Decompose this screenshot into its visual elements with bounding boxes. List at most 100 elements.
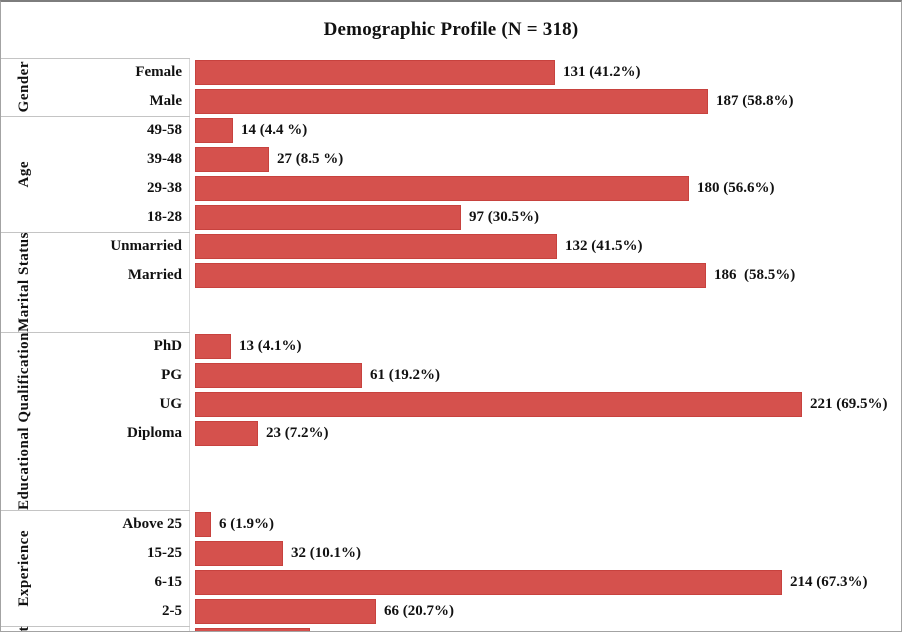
bars-zone: 13 (4.1%) 61 (19.2%) 221 (69.5%) 23 (7.2%) [190,332,901,510]
group-divider-line [1,331,190,333]
group-divider-line [1,509,190,511]
bar-row: 27 (8.5 %) [195,145,901,174]
label-zone: Educational Qualification PhD PG UG Diploma [1,331,190,510]
group-divider-line [1,232,190,233]
label-zone: Marital Status Unmarried Married [1,232,190,332]
bar-married [195,263,706,288]
value-label: 187 (58.8%) [716,93,794,109]
bar-row: 66 (20.7%) [195,597,901,626]
value-label: 27 (8.5 %) [277,151,344,167]
category-label: Male [149,93,182,109]
category-labels: 49-58 39-48 29-38 18-28 [47,116,189,232]
value-label: 214 (67.3%) [790,573,868,590]
bar-above-25 [195,511,211,537]
category-label: 18-28 [147,209,182,225]
label-zone: Age 49-58 39-48 29-38 18-28 [1,116,190,232]
bar-both [195,627,310,631]
category-labels: Female Male [47,58,189,116]
value-label: 66 (20.7%) [384,602,454,619]
bar-ug [195,391,802,417]
group-divider-line [1,116,190,117]
bar-row: 61 (19.2%) [195,361,901,390]
group-label-cell: Experience [1,510,47,626]
group-label-cell: Educational Qualification [1,332,47,510]
bar-row: 186 (58.5%) [195,261,901,290]
chart-group-gender: Gender Female Male 131 (41.2%) 187 (58.8%) [1,58,901,116]
chart-group-educational-qualification: Educational Qualification PhD PG UG Diploma 1… [1,331,901,510]
bar-row: 180 (56.6%) [195,174,901,203]
value-label: 13 (4.1%) [239,337,302,354]
bar-diploma [195,420,258,446]
bar-row: 6 (1.9%) [195,510,901,539]
bar-row: 187 (58.8%) [195,87,901,116]
value-label: 186 (58.5%) [714,267,796,283]
group-label-cell: Age [1,116,47,232]
category-label: Female [135,64,182,80]
bar-row: 214 (67.3%) [195,568,901,597]
value-label: 32 (10.1%) [291,544,361,561]
group-divider-line [1,58,190,59]
bar-unmarried [195,234,557,259]
category-label: UG [159,395,183,412]
category-label: Married [127,267,182,283]
bar-row: 42 (13.2%) [195,626,901,631]
value-label: 6 (1.9%) [219,515,274,532]
group-label: Educational Qualification [16,331,32,510]
label-zone: Gender Female Male [1,58,190,116]
category-labels: Unmarried Married [47,232,189,332]
bars-zone: 132 (41.5%) 186 (58.5%) [190,232,901,332]
bar-pg [195,362,362,388]
category-labels: PhD PG UG Diploma [47,332,189,510]
bar-row: 131 (41.2%) [195,58,901,87]
chart-group-marital-status: Marital Status Unmarried Married 132 (41.5%… [1,232,901,332]
group-label: Gender [16,61,32,113]
bar-male [195,89,708,114]
bars-zone: 131 (41.2%) 187 (58.8%) [190,58,901,116]
bar-row: 23 (7.2%) [195,419,901,448]
bar-18-28 [195,205,461,230]
category-label: PG [161,366,182,383]
chart-group-age: Age 49-58 39-48 29-38 18-28 14 (4.4 %) 27 (8.5… [1,116,901,232]
category-label: 6-15 [154,573,183,590]
value-label: 131 (41.2%) [563,64,641,80]
label-zone: Working ContextBothOfficeConstruction Si… [1,625,190,631]
bar-row: 13 (4.1%) [195,332,901,361]
category-label: Unmarried [110,238,182,254]
group-label: Experience [16,529,32,607]
value-label: 221 (69.5%) [810,395,888,412]
category-label: 49-58 [147,122,182,138]
group-label: Marital Status [16,232,32,332]
bar-row: 221 (69.5%) [195,390,901,419]
bars-zone: 14 (4.4 %) 27 (8.5 %) 180 (56.6%) 97 (30.5%… [190,116,901,232]
category-label: Above 25 [122,515,182,532]
value-label: 23 (7.2%) [266,424,329,441]
chart-body: Gender Female Male 131 (41.2%) 187 (58.8%) Ag… [1,58,901,631]
group-label-cell: Gender [1,58,47,116]
chart-title: Demographic Profile (N = 318) [323,19,579,40]
bar-29-38 [195,176,689,201]
value-label: 132 (41.5%) [565,238,643,254]
group-label-cell: Marital Status [1,232,47,332]
bars-zone: 6 (1.9%) 32 (10.1%) 214 (67.3%) 66 (20.7%) [190,510,901,626]
bar-row: 97 (30.5%) [195,203,901,232]
category-label: 39-48 [147,151,182,167]
bar-phd [195,333,231,359]
bar-row: 132 (41.5%) [195,232,901,261]
category-label: 2-5 [162,602,182,619]
bar-15-25 [195,540,283,566]
bar-2-5 [195,598,376,624]
value-label: 180 (56.6%) [697,180,775,196]
group-divider-line [1,625,190,627]
category-label: 15-25 [147,544,182,561]
value-label: 14 (4.4 %) [241,122,308,138]
group-label: Working Context [16,626,32,631]
bar-6-15 [195,569,782,595]
category-label: PhD [153,337,182,354]
bars-zone: 42 (13.2%)194 (61%)82 (25.8%) [190,626,901,631]
chart-group-experience: Experience Above 25 15-25 6-15 2-5 6 (1.9%) 32… [1,509,901,626]
value-label: 61 (19.2%) [370,366,440,383]
category-label: 29-38 [147,180,182,196]
bar-row: 14 (4.4 %) [195,116,901,145]
bar-row: 32 (10.1%) [195,539,901,568]
